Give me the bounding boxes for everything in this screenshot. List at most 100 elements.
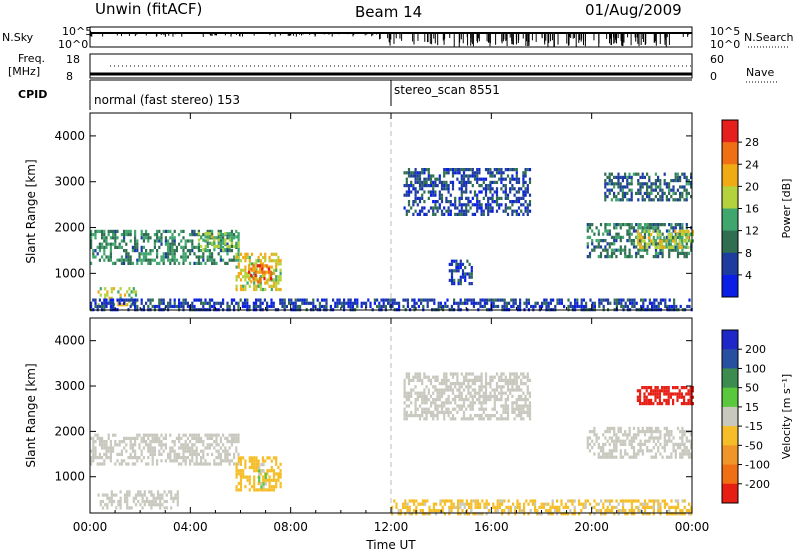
power-cell-9: [639, 233, 642, 237]
velocity-cell-5: [449, 417, 452, 421]
power-cell-0: [109, 242, 112, 246]
power-cell-2: [253, 275, 256, 279]
velocity-cell-0: [200, 456, 203, 460]
power-cell-6: [504, 168, 507, 172]
power-cell-0: [226, 249, 229, 253]
power-cell-8: [619, 226, 622, 230]
velocity-cell-0: [158, 449, 161, 453]
power-cell-8: [637, 223, 640, 227]
power-cell-2: [246, 255, 249, 260]
power-cell-7: [468, 262, 471, 266]
power-cell-10: [626, 191, 629, 195]
power-cell-6: [418, 180, 422, 184]
power-cell-0: [171, 236, 174, 240]
power-cell-8: [635, 235, 638, 239]
velocity-cell-5: [480, 378, 483, 382]
power-cell-5: [626, 304, 629, 309]
velocity-cell-2: [262, 469, 265, 473]
power-cell-6: [432, 206, 435, 210]
power-cell-1: [219, 232, 223, 236]
power-cell-8: [626, 229, 629, 233]
velocity-colorbar-label: Velocity [m s⁻¹]: [780, 374, 793, 459]
velocity-cell-5: [460, 391, 463, 395]
velocity-cell-4: [391, 512, 394, 516]
power-cell-4: [128, 287, 131, 291]
power-cell-8: [674, 223, 677, 227]
velocity-cell-0: [164, 443, 167, 447]
power-cell-0: [167, 258, 170, 262]
velocity-cell-0: [125, 462, 128, 466]
velocity-cell-3: [152, 496, 155, 500]
power-cell-1: [206, 244, 209, 249]
velocity-cell-1: [237, 459, 240, 463]
velocity-cell-5: [487, 417, 490, 421]
velocity-cell-4: [589, 512, 592, 516]
power-cell-2: [268, 278, 271, 282]
power-cell-5: [420, 301, 423, 305]
velocity-cell-6: [663, 442, 666, 446]
power-cell-0: [134, 236, 137, 240]
power-cell-8: [654, 223, 658, 227]
power-cell-6: [440, 184, 444, 188]
power-cell-8: [626, 232, 629, 236]
velocity-cell-4: [591, 505, 594, 509]
power-cell-10: [659, 198, 662, 202]
power-cell-5: [336, 304, 339, 309]
power-cell-5: [228, 304, 231, 309]
velocity-cell-5: [456, 375, 459, 379]
power-cell-8: [619, 239, 622, 243]
velocity-cell-5: [467, 385, 470, 389]
power-cell-5: [202, 301, 205, 305]
velocity-cell-0: [169, 452, 172, 456]
velocity-cell-5: [438, 382, 441, 386]
power-cell-5: [545, 298, 548, 302]
velocity-cell-1: [257, 481, 260, 486]
power-cell-6: [432, 193, 435, 197]
velocity-cell-0: [156, 433, 159, 437]
power-cell-2: [272, 271, 276, 276]
velocity-cell-0: [151, 459, 154, 463]
velocity-cell-6: [635, 436, 638, 440]
velocity-cell-7: [639, 392, 642, 396]
power-cell-5: [356, 301, 359, 305]
velocity-cell-5: [487, 394, 490, 398]
velocity-cell-6: [681, 433, 684, 437]
power-cell-5: [512, 298, 515, 302]
velocity-cell-4: [681, 499, 684, 503]
power-cell-8: [630, 223, 633, 227]
velocity-cell-3: [174, 496, 177, 500]
power-cell-5: [547, 304, 550, 309]
power-cell-5: [360, 301, 363, 305]
power-cell-5: [631, 298, 634, 302]
velocity-cell-1: [266, 472, 269, 476]
velocity-cell-4: [503, 499, 506, 503]
power-cell-8: [668, 251, 671, 255]
power-cell-5: [442, 304, 445, 309]
velocity-cell-4: [408, 505, 411, 509]
velocity-cell-6: [668, 439, 671, 443]
velocity-cell-6: [672, 446, 675, 450]
velocity-cell-3: [126, 496, 129, 500]
velocity-cell-6: [593, 452, 596, 456]
power-cell-6: [449, 180, 452, 184]
power-cell-5: [622, 304, 625, 309]
velocity-cell-5: [434, 407, 437, 411]
power-cell-8: [681, 248, 684, 252]
velocity-cell-4: [545, 502, 548, 506]
velocity-cell-5: [460, 404, 463, 408]
velocity-cell-5: [414, 401, 417, 405]
power-cell-5: [272, 304, 275, 309]
power-cell-0: [96, 229, 99, 233]
velocity-cell-1: [264, 459, 267, 463]
power-cell-0: [167, 239, 170, 243]
velocity-cell-0: [101, 436, 104, 440]
velocity-cell-6: [591, 430, 594, 434]
velocity-cell-0: [96, 433, 99, 437]
velocity-cell-4: [556, 512, 559, 516]
power-cell-6: [429, 184, 433, 188]
power-cell-8: [608, 223, 611, 227]
power-cell-8: [610, 235, 614, 239]
velocity-cell-5: [425, 398, 428, 402]
power-cell-0: [129, 255, 132, 259]
power-cell-5: [631, 301, 634, 305]
